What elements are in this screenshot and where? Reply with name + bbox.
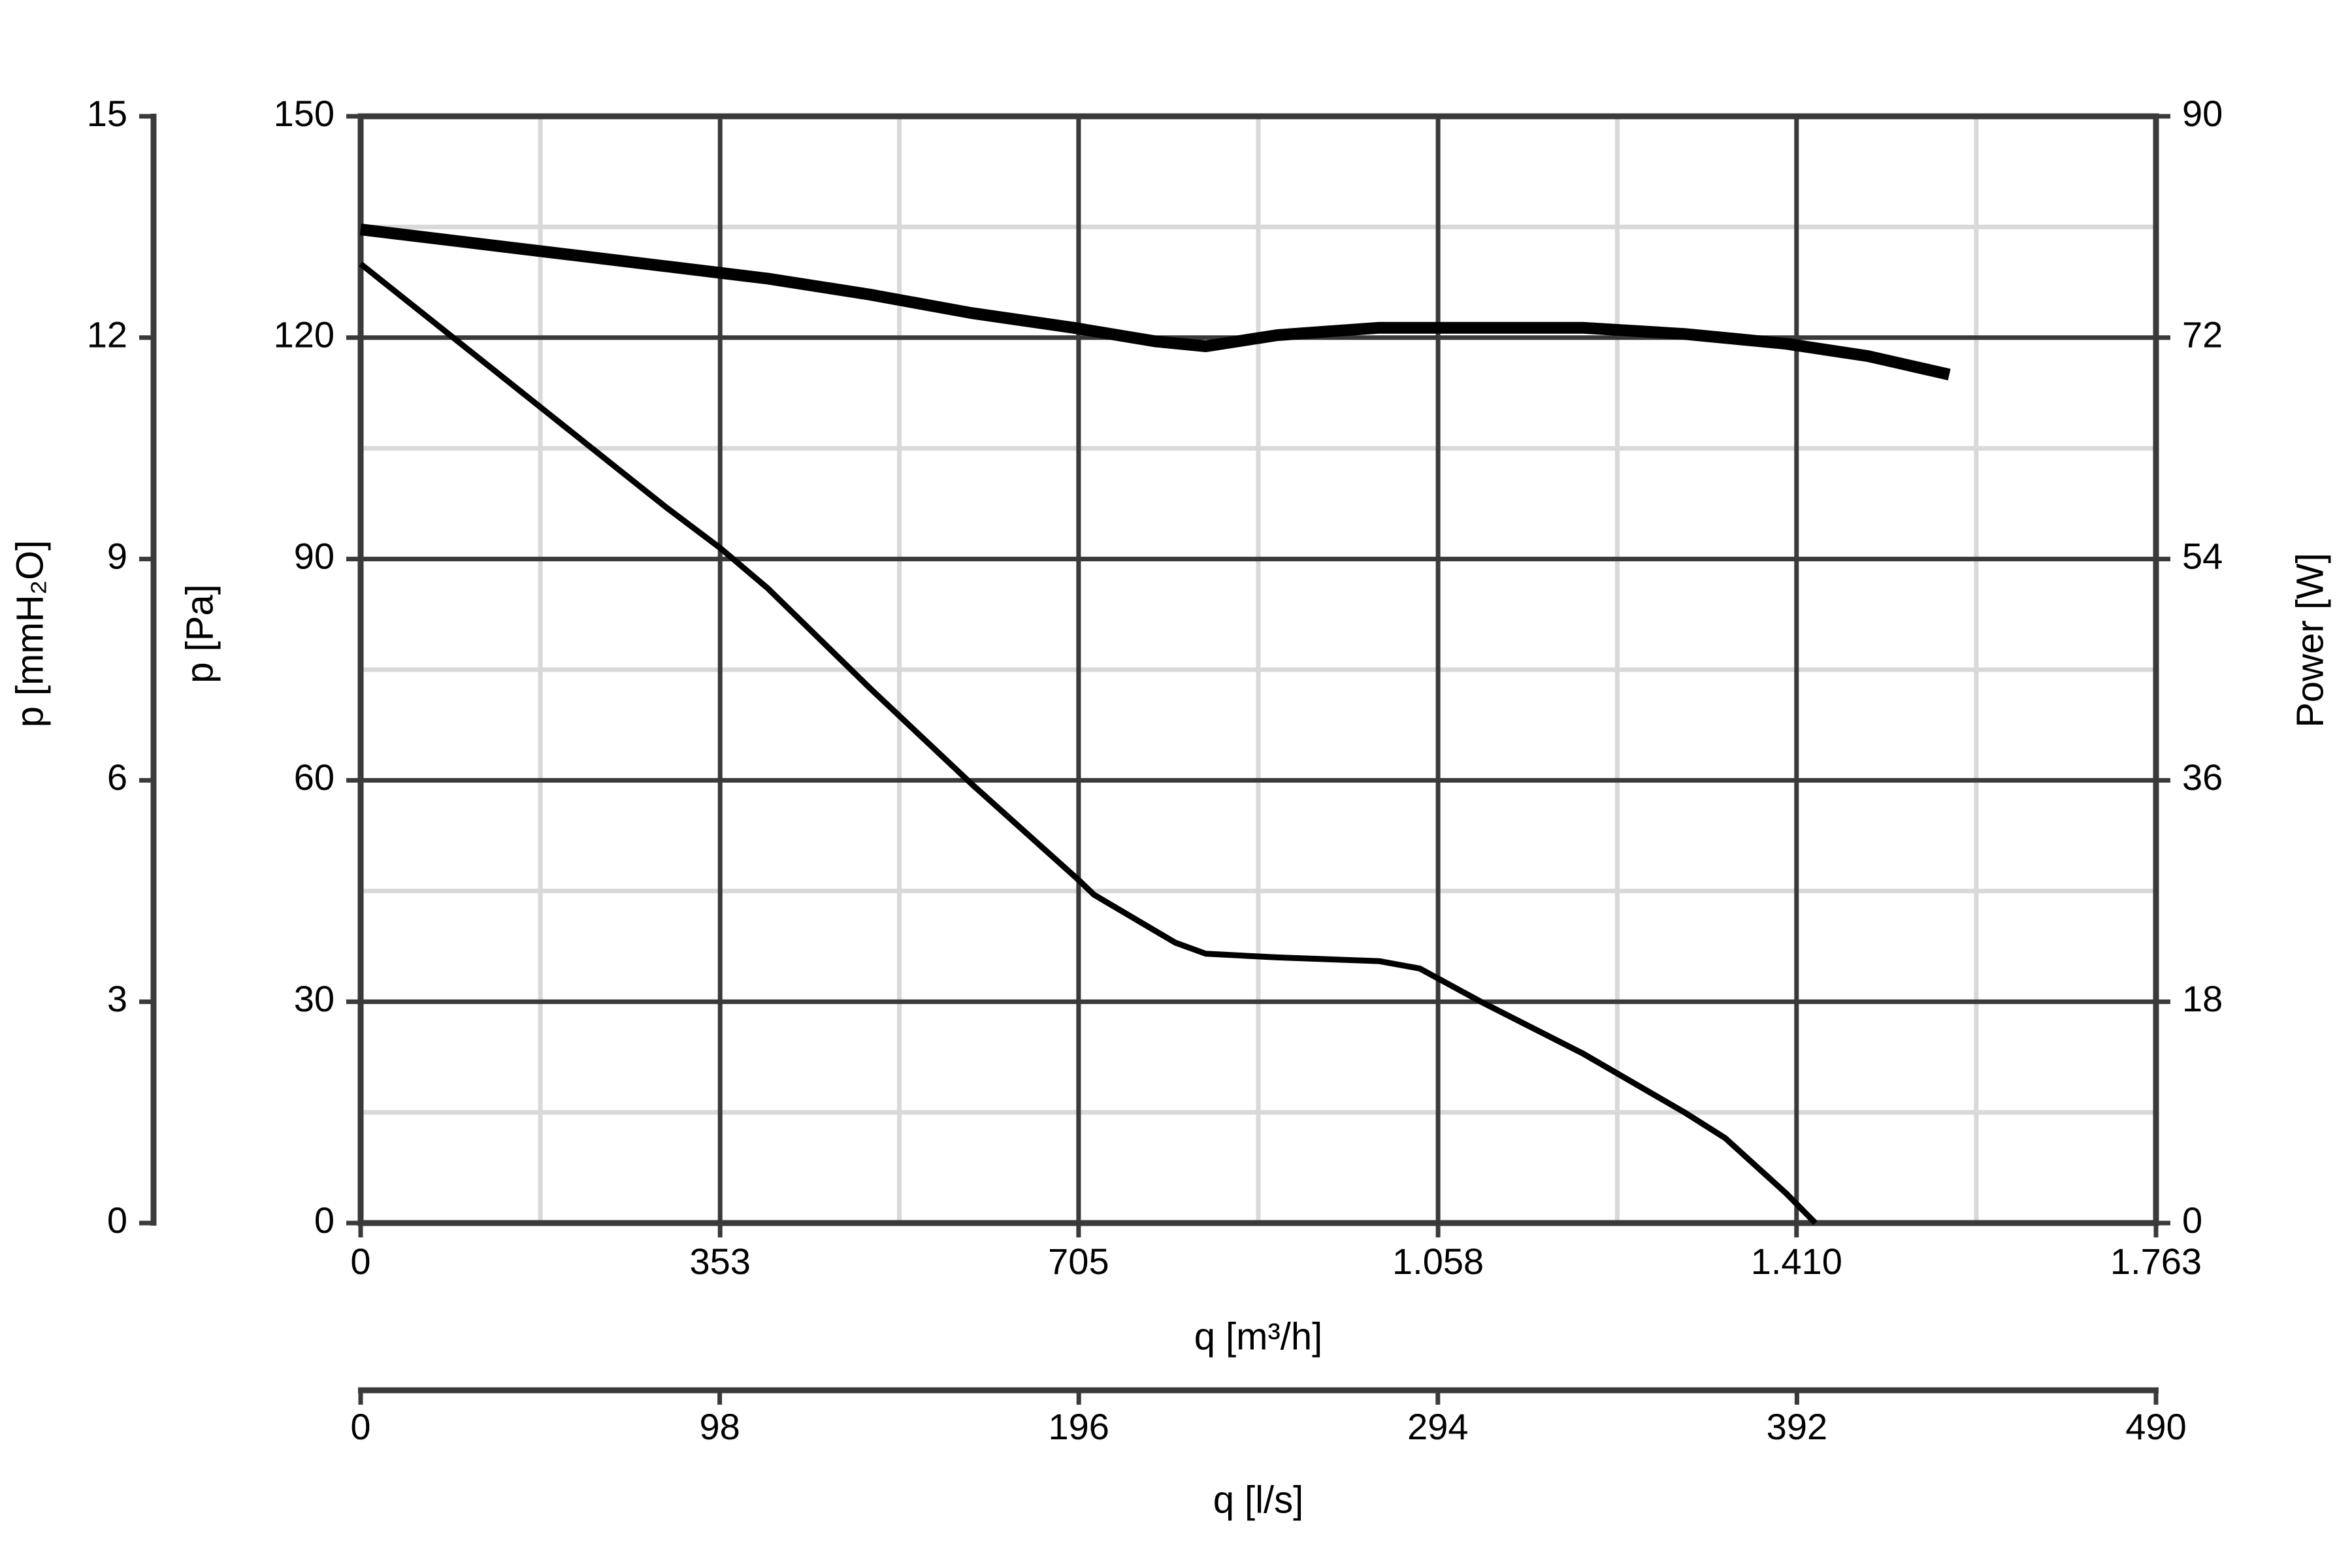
flow-axes: 0 353 705 1.058 1.410 1.763 0 98 196 294 392 490 <box>350 1223 2202 1447</box>
power-tick-label: 90 <box>2182 93 2223 134</box>
mmh2o-axis-title: p [mmH₂O] <box>8 540 51 728</box>
power-tick-label: 18 <box>2182 978 2223 1019</box>
m3h-tick-label: 1.410 <box>1751 1241 1842 1282</box>
m3h-tick-label: 1.763 <box>2110 1241 2202 1282</box>
power-tick-label: 54 <box>2182 535 2223 576</box>
m3h-tick-label: 1.058 <box>1392 1241 1484 1282</box>
pa-tick-label: 0 <box>314 1200 335 1241</box>
mmh2o-tick-label: 9 <box>107 535 127 576</box>
mmh2o-tick-label: 0 <box>107 1200 127 1241</box>
left-axes: 0 30 60 90 120 150 0 3 6 9 12 15 <box>87 93 361 1241</box>
pa-tick-label: 60 <box>294 757 335 798</box>
power-tick-label: 0 <box>2182 1200 2202 1241</box>
mmh2o-tick-label: 6 <box>107 757 127 798</box>
power-tick-label: 36 <box>2182 757 2223 798</box>
m3h-tick-label: 705 <box>1048 1241 1109 1282</box>
pressure-curve <box>359 261 1818 1226</box>
m3h-tick-label: 353 <box>690 1241 751 1282</box>
mmh2o-tick-label: 15 <box>87 93 127 134</box>
ls-axis-title: q [l/s] <box>1213 1478 1304 1521</box>
grid-minor <box>361 116 2156 1223</box>
ls-tick-label: 98 <box>699 1406 740 1447</box>
mmh2o-tick-label: 3 <box>107 978 127 1019</box>
ls-tick-label: 392 <box>1767 1406 1827 1447</box>
ls-tick-label: 196 <box>1048 1406 1109 1447</box>
power-axis: 0 18 36 54 72 90 <box>2156 93 2223 1241</box>
axis-titles: q [m³/h] q [l/s] p [Pa] p [mmH₂O] Power [W] <box>8 540 2331 1522</box>
power-curve <box>359 223 1951 381</box>
pa-axis-title: p [Pa] <box>178 584 221 683</box>
ls-tick-label: 0 <box>350 1406 370 1447</box>
m3h-tick-label: 0 <box>350 1241 370 1282</box>
m3h-axis-title: q [m³/h] <box>1194 1315 1323 1358</box>
mmh2o-tick-label: 12 <box>87 314 127 355</box>
curves <box>359 223 1951 1226</box>
ls-tick-label: 294 <box>1407 1406 1468 1447</box>
power-tick-label: 72 <box>2182 314 2223 355</box>
pa-tick-label: 120 <box>274 314 335 355</box>
ls-tick-label: 490 <box>2125 1406 2186 1447</box>
pa-tick-label: 90 <box>294 535 335 576</box>
plot-border <box>357 113 2159 1226</box>
plot-frame <box>357 113 2159 1226</box>
pa-tick-label: 30 <box>294 978 335 1019</box>
power-axis-title: Power [W] <box>2289 553 2331 728</box>
pa-tick-label: 150 <box>274 93 335 134</box>
